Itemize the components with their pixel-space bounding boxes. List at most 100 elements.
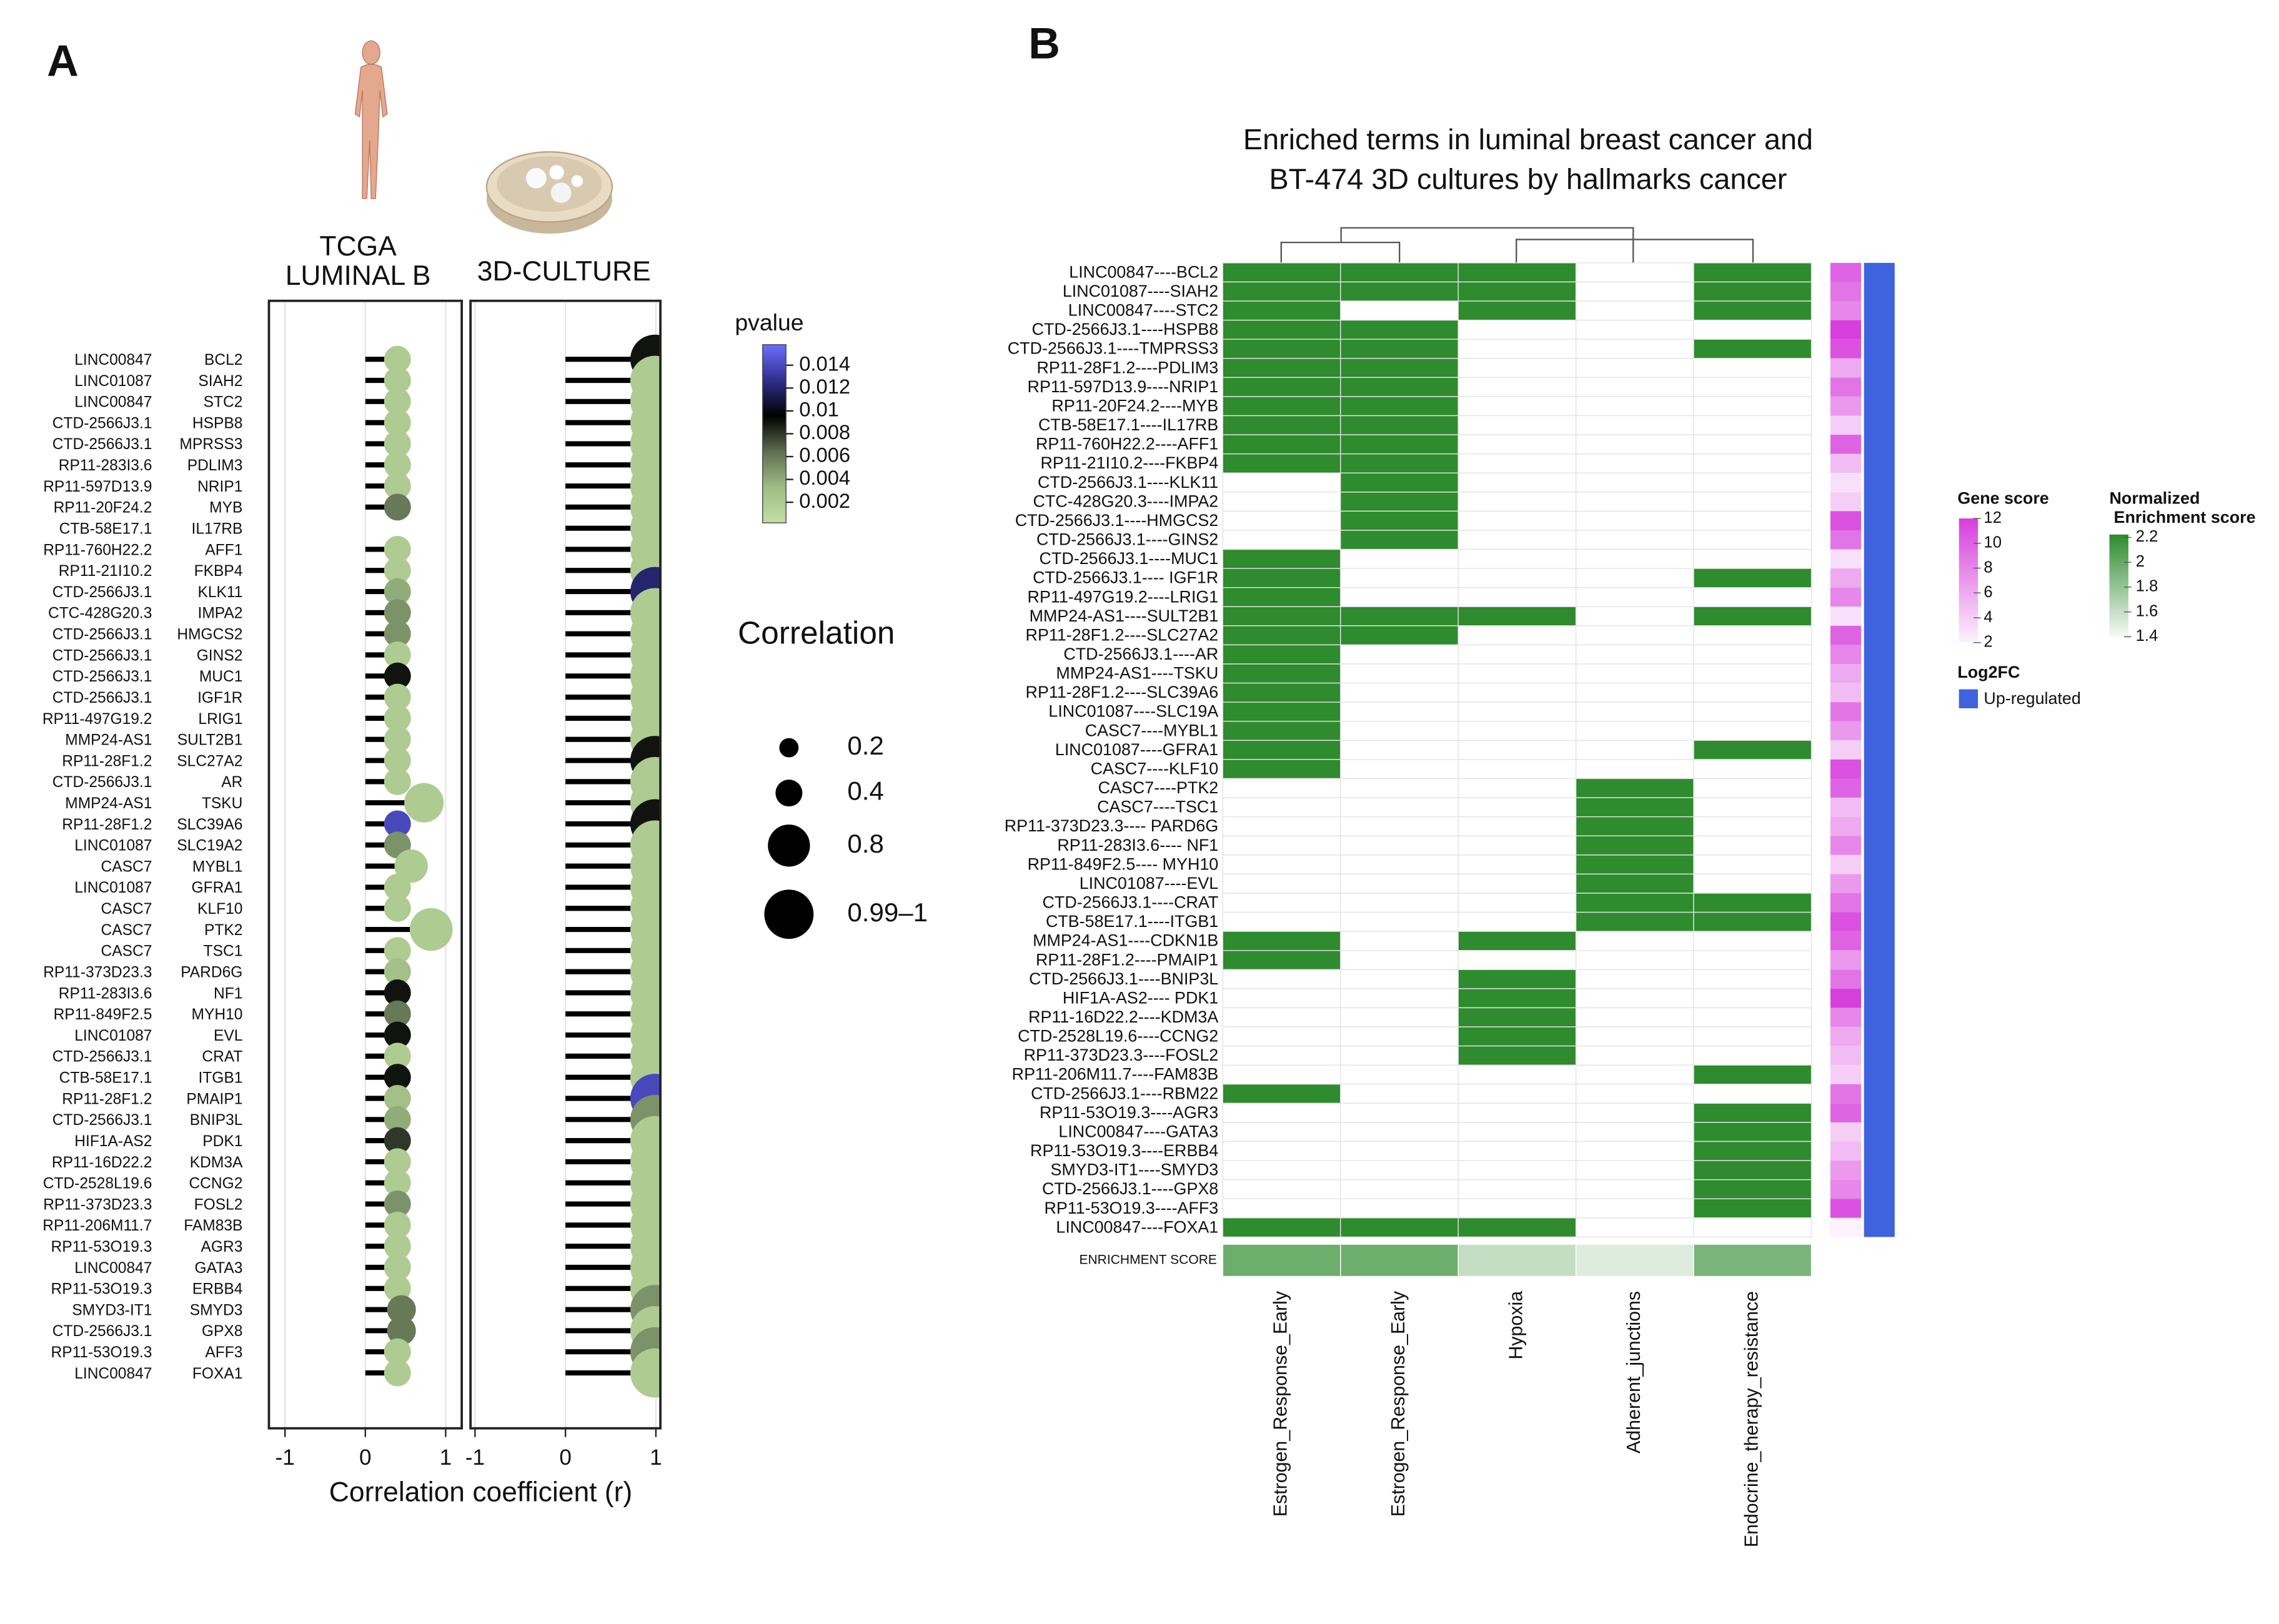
lncrna-label: SMYD3-IT1 [72,1302,152,1319]
row-label: CASC7----KLF10 [1091,759,1219,778]
gene-score-cell [1830,1008,1862,1027]
gene-score-cell [1830,282,1862,302]
gene-label: NRIP1 [197,478,242,495]
row-label: CTD-2566J3.1----MUC1 [1040,549,1219,568]
heat-cell [1222,1026,1341,1047]
row-label: RP11-20F24.2----MYB [1051,396,1218,415]
heat-cell [1693,396,1812,417]
heat-cell [1575,625,1694,646]
heat-cell [1575,797,1694,818]
gene-label: AFF3 [205,1344,242,1361]
gene-score-cell [1830,778,1862,798]
human-icon [354,40,388,199]
heat-cell [1575,701,1694,722]
lollipop-dot [384,1275,411,1302]
heat-cell [1222,568,1341,588]
heat-cell [1693,587,1812,607]
lollipop-dot [384,1211,411,1239]
lollipop-dot [384,1191,411,1218]
heat-cell [1222,262,1341,283]
gene-score-cell [1830,549,1862,569]
legend-title: Correlation [738,615,895,651]
heat-cell [1693,548,1812,569]
heat-cell [1340,1026,1459,1047]
gene-score-cell [1830,1065,1862,1084]
legend-tick-label: 0.01 [799,397,839,420]
heat-cell [1575,568,1694,588]
heat-cell [1340,396,1459,417]
heat-cell [1340,701,1459,722]
heat-cell [1340,911,1459,932]
gene-score-cell [1830,415,1862,435]
gene-label: GFRA1 [192,879,243,896]
heat-cell [1575,682,1694,703]
heat-cell [1575,721,1694,741]
row-label: RP11-16D22.2----KDM3A [1028,1008,1218,1026]
heat-cell [1340,759,1459,780]
lncrna-label: CASC7 [101,943,152,960]
lollipop-dot [387,1295,416,1324]
gene-score-cell [1830,1199,1862,1218]
gene-score-cell [1830,511,1862,530]
lollipop-dot [384,599,411,626]
gene-score-cell [1830,587,1862,607]
heat-cell [1340,893,1459,913]
row-label: CTD-2566J3.1----TMPRSS3 [1008,339,1219,358]
lollipop-dot [384,1169,411,1197]
gene-score-cell [1830,1217,1862,1237]
x-axis-label: Correlation coefficient (r) [329,1477,632,1508]
heat-cell [1222,893,1341,913]
heat-cell [1457,854,1577,875]
gene-score-cell [1830,435,1862,454]
heat-cell [1222,854,1341,875]
lncrna-label: RP11-21I10.2 [59,563,152,580]
heat-cell [1693,740,1812,760]
legend-tick-label: 2.2 [2136,528,2158,545]
legend-tick-label: 4 [1984,608,1992,626]
heat-cell [1575,1198,1694,1219]
lollipop-dot [384,683,411,711]
heat-cell [1222,911,1341,932]
heat-cell [1457,1007,1577,1027]
lncrna-label: RP11-760H22.2 [43,542,152,558]
legend-label: Up-regulated [1984,689,2080,708]
heat-cell [1693,1007,1812,1027]
gene-score-cell [1830,1141,1862,1161]
lollipop-dot [384,894,411,922]
enrichment-cell [1457,1244,1577,1277]
row-label: LINC01087----SLC19A [1048,702,1218,721]
heat-cell [1575,816,1694,836]
gene-label: IL17RB [192,520,243,537]
lollipop-dot [384,873,411,901]
gene-score-cell [1830,988,1862,1008]
lncrna-label: CTD-2566J3.1 [52,647,152,664]
gene-label: GPX8 [202,1323,243,1340]
gene-label: KDM3A [190,1154,243,1171]
lollipop-dot [384,1084,411,1112]
lncrna-label: RP11-597D13.9 [43,478,152,495]
heat-cell [1340,873,1459,894]
row-label: MMP24-AS1----TSKU [1056,664,1218,683]
gene-score-cell [1830,453,1862,473]
heat-cell [1693,358,1812,379]
gene-score-cell [1830,854,1862,874]
gene-label: MUC1 [199,668,243,685]
lncrna-label: CASC7 [101,922,152,939]
row-label: CTD-2566J3.1----AR [1063,645,1218,663]
heat-cell [1693,1122,1812,1142]
heat-cell [1222,358,1341,379]
lncrna-label: RP11-206M11.7 [42,1217,152,1234]
heat-cell [1222,1045,1341,1066]
column-label: Endocrine_therapy_resistance [1740,1291,1762,1547]
heat-cell [1222,1198,1341,1219]
gene-score-cell [1830,1122,1862,1142]
heat-cell [1575,1084,1694,1104]
heat-cell [1693,835,1812,856]
gene-score-cell [1830,339,1862,359]
lollipop-dot [384,535,411,563]
heat-cell [1575,1064,1694,1085]
heat-cell [1457,377,1577,397]
heat-cell [1222,835,1341,856]
legend-tick-label: 1.6 [2136,602,2158,620]
lncrna-label: CTD-2566J3.1 [52,415,152,432]
